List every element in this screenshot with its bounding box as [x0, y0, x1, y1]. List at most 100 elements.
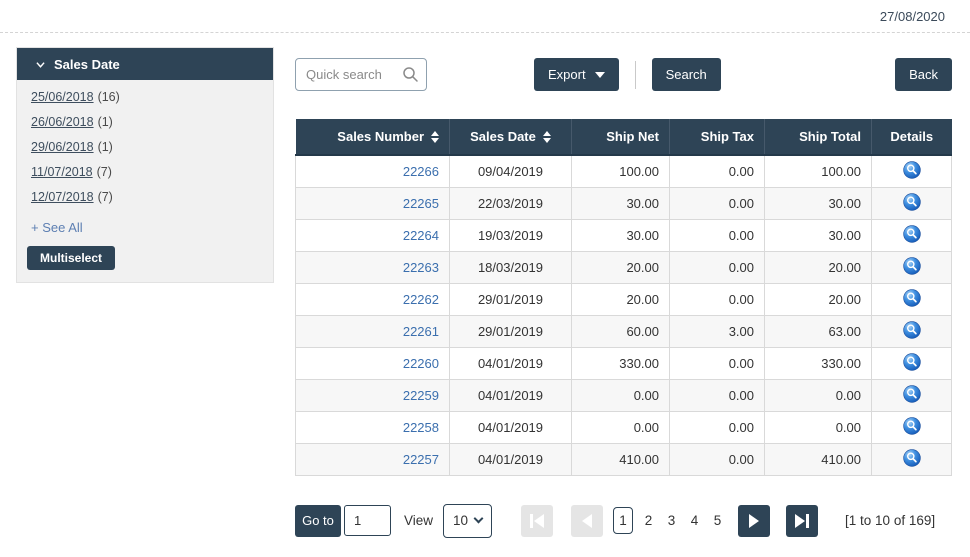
- details-button[interactable]: [902, 352, 921, 371]
- details-button[interactable]: [902, 288, 921, 307]
- table-row: 22258 04/01/2019 0.00 0.00 0.00: [295, 410, 952, 444]
- search-button[interactable]: Search: [651, 58, 721, 91]
- details-cell: [871, 442, 952, 476]
- column-header-sales-number[interactable]: Sales Number: [295, 119, 450, 156]
- ship-net-cell: 20.00: [571, 250, 670, 284]
- sales-date-count: (1): [97, 115, 113, 129]
- details-cell: [871, 346, 952, 380]
- details-button[interactable]: [902, 416, 921, 435]
- ship-net-cell: 20.00: [571, 282, 670, 316]
- details-button[interactable]: [902, 448, 921, 467]
- sales-number-link[interactable]: 22264: [402, 227, 439, 243]
- search-icon[interactable]: [402, 66, 419, 83]
- sales-date-link[interactable]: 12/07/2018: [31, 190, 94, 204]
- goto-page-button[interactable]: Go to: [295, 504, 341, 537]
- ship-total-cell: 30.00: [764, 218, 872, 252]
- sales-number-cell: 22260: [295, 346, 450, 380]
- ship-tax-cell: 0.00: [669, 154, 765, 188]
- table-row: 22257 04/01/2019 410.00 0.00 410.00: [295, 442, 952, 476]
- sales-date-link[interactable]: 11/07/2018: [31, 165, 93, 179]
- first-page-button[interactable]: [521, 504, 554, 537]
- sales-date-cell: 29/01/2019: [449, 314, 572, 348]
- column-header-ship-net: Ship Net: [571, 119, 670, 156]
- details-cell: [871, 282, 952, 316]
- table-row: 22261 29/01/2019 60.00 3.00 63.00: [295, 314, 952, 348]
- details-button[interactable]: [902, 224, 921, 243]
- last-page-button[interactable]: [786, 504, 819, 537]
- sales-number-link[interactable]: 22261: [402, 323, 439, 339]
- sales-number-link[interactable]: 22262: [402, 291, 439, 307]
- ship-tax-cell: 0.00: [669, 442, 765, 476]
- see-all-link[interactable]: + See All: [31, 220, 83, 235]
- details-cell: [871, 314, 952, 348]
- sort-icon: [431, 130, 439, 143]
- details-button[interactable]: [902, 161, 921, 179]
- ship-total-cell: 410.00: [764, 442, 872, 476]
- back-button[interactable]: Back: [895, 58, 952, 91]
- ship-tax-cell: 0.00: [669, 186, 765, 220]
- magnifier-icon: [902, 448, 921, 467]
- sales-date-cell: 04/01/2019: [449, 442, 572, 476]
- sales-number-link[interactable]: 22260: [402, 355, 439, 371]
- page-number-5[interactable]: 5: [713, 513, 722, 528]
- ship-tax-cell: 3.00: [669, 314, 765, 348]
- table-row: 22265 22/03/2019 30.00 0.00 30.00: [295, 186, 952, 220]
- ship-total-cell: 30.00: [764, 186, 872, 220]
- sales-number-link[interactable]: 22265: [402, 195, 439, 211]
- details-button[interactable]: [902, 192, 921, 211]
- sales-date-item: 11/07/2018 (7): [31, 166, 259, 179]
- sales-date-link[interactable]: 29/06/2018: [31, 140, 94, 154]
- page-size-select[interactable]: 10: [443, 503, 493, 538]
- ship-total-cell: 0.00: [764, 378, 872, 412]
- details-button[interactable]: [902, 256, 921, 275]
- ship-total-cell: 0.00: [764, 410, 872, 444]
- ship-total-cell: 330.00: [764, 346, 872, 380]
- details-cell: [871, 154, 952, 188]
- details-button[interactable]: [902, 320, 921, 339]
- export-button[interactable]: Export: [534, 58, 619, 91]
- magnifier-icon: [902, 384, 921, 403]
- previous-page-button[interactable]: [571, 504, 604, 537]
- page-number-2[interactable]: 2: [644, 513, 653, 528]
- ship-tax-cell: 0.00: [669, 410, 765, 444]
- ship-net-cell: 60.00: [571, 314, 670, 348]
- details-button[interactable]: [902, 384, 921, 403]
- ship-total-cell: 20.00: [764, 250, 872, 284]
- next-page-button[interactable]: [738, 504, 771, 537]
- page-number-3[interactable]: 3: [667, 513, 676, 528]
- magnifier-icon: [902, 256, 921, 275]
- column-label: Ship Tax: [700, 129, 754, 144]
- goto-page-input[interactable]: [344, 505, 391, 536]
- sales-date-count: (1): [97, 140, 113, 154]
- page-number-1[interactable]: 1: [613, 507, 634, 534]
- sales-date-list: 25/06/2018 (16) 26/06/2018 (1) 29/06/2018 (1)…: [17, 80, 273, 204]
- page-content: Sales Date 25/06/2018 (16) 26/06/2018 (1) 29…: [0, 33, 970, 538]
- column-label: Sales Number: [337, 129, 424, 144]
- sales-number-link[interactable]: 22263: [402, 259, 439, 275]
- column-label: Details: [890, 129, 934, 144]
- magnifier-icon: [902, 416, 921, 435]
- sales-date-count: (16): [97, 90, 120, 104]
- ship-net-cell: 410.00: [571, 442, 670, 476]
- sales-number-link[interactable]: 22258: [402, 419, 439, 435]
- sales-date-link[interactable]: 25/06/2018: [31, 90, 94, 104]
- table-row: 22266 09/04/2019 100.00 0.00 100.00: [295, 154, 952, 188]
- column-header-sales-date[interactable]: Sales Date: [449, 119, 572, 156]
- sales-date-panel-header[interactable]: Sales Date: [17, 48, 273, 80]
- sales-number-link[interactable]: 22257: [402, 451, 439, 467]
- sales-date-cell: 22/03/2019: [449, 186, 572, 220]
- ship-net-cell: 30.00: [571, 218, 670, 252]
- details-cell: [871, 186, 952, 220]
- sales-date-panel-title: Sales Date: [54, 56, 120, 72]
- sales-date-cell: 04/01/2019: [449, 378, 572, 412]
- sales-date-count: (7): [96, 165, 112, 179]
- sales-number-link[interactable]: 22266: [402, 163, 439, 179]
- ship-tax-cell: 0.00: [669, 250, 765, 284]
- sales-number-cell: 22263: [295, 250, 450, 284]
- sales-number-link[interactable]: 22259: [402, 387, 439, 403]
- multiselect-button[interactable]: Multiselect: [27, 246, 116, 270]
- sales-date-link[interactable]: 26/06/2018: [31, 115, 94, 129]
- page-number-4[interactable]: 4: [690, 513, 699, 528]
- details-cell: [871, 218, 952, 252]
